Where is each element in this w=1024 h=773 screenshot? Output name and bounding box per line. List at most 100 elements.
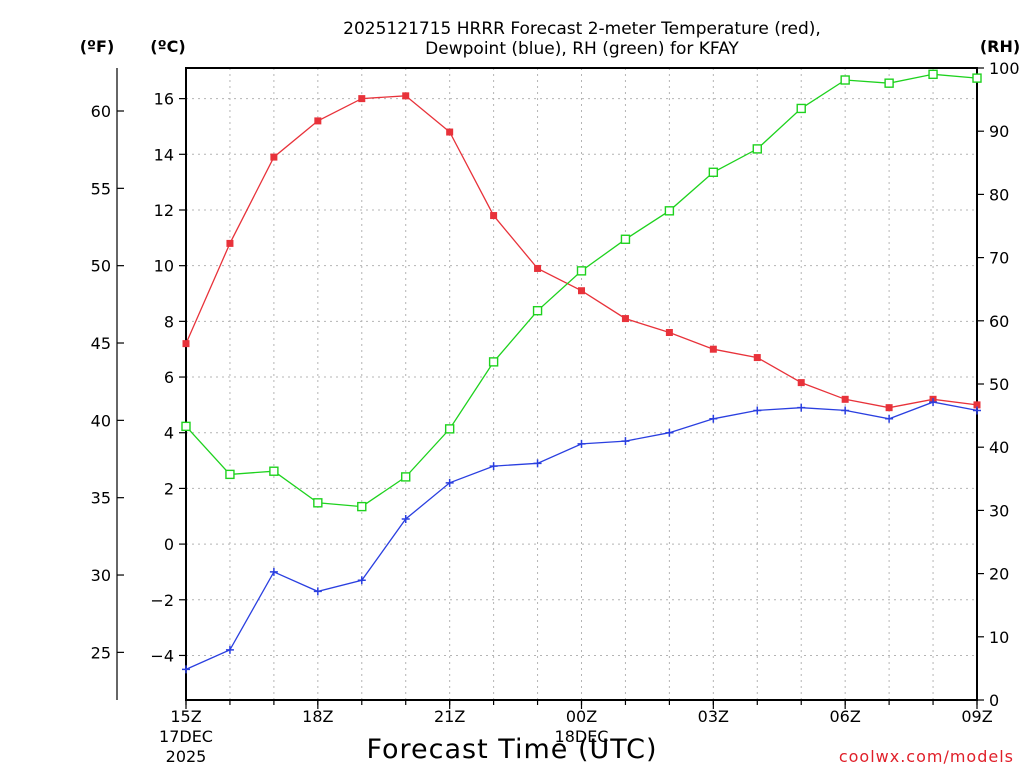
dewpoint-marker [973, 406, 981, 415]
rh-tick-label: 50 [989, 375, 1009, 394]
axes-layer: −4 −2 0 2 4 6 8 10 12 14 16 25 30 35 40 45 50 55 60 0 10 20 30… [91, 59, 1020, 766]
relative_humidity-series [181, 69, 982, 512]
temperature-marker [578, 287, 585, 295]
rh-tick-label: 90 [989, 122, 1009, 141]
relative_humidity-marker [225, 469, 235, 480]
temperature-marker [490, 212, 498, 220]
x-tick-label: 09Z [961, 707, 992, 726]
dewpoint-series [182, 398, 981, 674]
rh-tick-label: 10 [989, 628, 1009, 647]
relative_humidity-marker [444, 424, 455, 434]
fahrenheit-tick-label: 45 [91, 334, 111, 353]
relative_humidity-marker [269, 466, 279, 476]
dewpoint-marker [753, 406, 762, 415]
dewpoint-marker [709, 414, 718, 423]
chart-title-line2: Dewpoint (blue), RH (green) for KFAY [425, 39, 739, 59]
celsius-tick-label: −2 [150, 591, 174, 610]
x-tick-date-label: 17DEC [159, 727, 213, 746]
relative_humidity-marker [357, 501, 367, 512]
rh-tick-label: 20 [989, 565, 1009, 584]
credit-text: coolwx.com/models [839, 747, 1014, 766]
x-tick-label: 18Z [302, 707, 333, 726]
temperature-marker [973, 401, 981, 409]
celsius-axis-unit: (ºC) [150, 37, 185, 56]
celsius-tick-label: −4 [150, 646, 174, 665]
relative_humidity-marker [488, 357, 499, 367]
celsius-tick-label: 4 [164, 424, 174, 443]
relative_humidity-marker [664, 206, 675, 216]
relative_humidity-marker [708, 167, 719, 177]
rh-tick-label: 0 [989, 691, 999, 710]
temperature-marker [709, 345, 717, 353]
temperature-marker [446, 128, 454, 136]
rh-tick-label: 70 [989, 249, 1009, 268]
dewpoint-marker [929, 398, 938, 407]
relative_humidity-marker [576, 266, 587, 276]
temperature-marker [534, 264, 542, 272]
dewpoint-marker [357, 576, 366, 585]
rh-tick-label: 80 [989, 185, 1009, 204]
fahrenheit-tick-label: 25 [91, 643, 111, 662]
dewpoint-marker [445, 478, 454, 487]
relative_humidity-marker [313, 498, 323, 508]
dewpoint-marker [182, 665, 190, 674]
temperature-line [185, 95, 978, 409]
dewpoint-marker [489, 462, 498, 471]
dewpoint-marker [885, 414, 894, 423]
dewpoint-marker [841, 406, 850, 415]
relative_humidity-marker [796, 103, 806, 114]
relative_humidity-marker [884, 78, 894, 88]
x-tick-label: 21Z [434, 707, 465, 726]
x-tick-label: 06Z [830, 707, 861, 726]
x-tick-label: 15Z [170, 707, 201, 726]
temperature-marker [885, 404, 893, 412]
celsius-tick-label: 8 [164, 312, 174, 331]
relative_humidity-marker [532, 305, 543, 316]
x-axis-title: Forecast Time (UTC) [366, 734, 657, 765]
temperature-marker [314, 117, 322, 125]
grid-layer [186, 68, 977, 700]
celsius-tick-label: 2 [164, 479, 174, 498]
x-tick-year-label: 2025 [166, 747, 207, 766]
relative_humidity-marker [401, 472, 411, 482]
temperature-marker [182, 340, 190, 348]
fahrenheit-tick-label: 30 [91, 566, 111, 585]
dewpoint-marker [665, 428, 674, 437]
dewpoint-marker [577, 439, 586, 448]
celsius-tick-label: 12 [154, 201, 174, 220]
temperature-marker [621, 315, 629, 323]
temperature-marker [753, 354, 761, 362]
fahrenheit-tick-label: 55 [91, 179, 111, 198]
rh-tick-label: 60 [989, 312, 1009, 331]
relative_humidity-marker [181, 421, 191, 432]
plot-frame [185, 67, 978, 701]
temperature-marker [797, 379, 805, 387]
celsius-tick-label: 0 [164, 535, 174, 554]
temperature-marker [841, 395, 849, 403]
x-tick-date-label: 18DEC [555, 727, 609, 746]
temperature-marker [358, 95, 366, 103]
relative_humidity-marker [840, 75, 850, 85]
rh-tick-label: 30 [989, 501, 1009, 520]
dewpoint-marker [797, 403, 806, 412]
fahrenheit-tick-label: 50 [91, 257, 111, 276]
celsius-tick-label: 10 [154, 257, 174, 276]
fahrenheit-axis-unit: (ºF) [80, 37, 115, 56]
rh-tick-label: 100 [989, 59, 1020, 78]
temperature-marker [665, 328, 673, 336]
relative_humidity-marker [928, 69, 938, 80]
celsius-tick-label: 14 [154, 145, 174, 164]
rh-axis-unit: (RH) [980, 37, 1020, 56]
x-tick-label: 00Z [566, 707, 597, 726]
dewpoint-marker [225, 645, 234, 654]
dewpoint-marker [313, 587, 322, 596]
relative_humidity-marker [620, 234, 631, 244]
series-layer [181, 69, 982, 674]
x-tick-label: 03Z [698, 707, 729, 726]
relative_humidity-marker [752, 144, 762, 154]
fahrenheit-tick-label: 60 [91, 102, 111, 121]
rh-tick-label: 40 [989, 438, 1009, 457]
dewpoint-marker [533, 459, 542, 468]
